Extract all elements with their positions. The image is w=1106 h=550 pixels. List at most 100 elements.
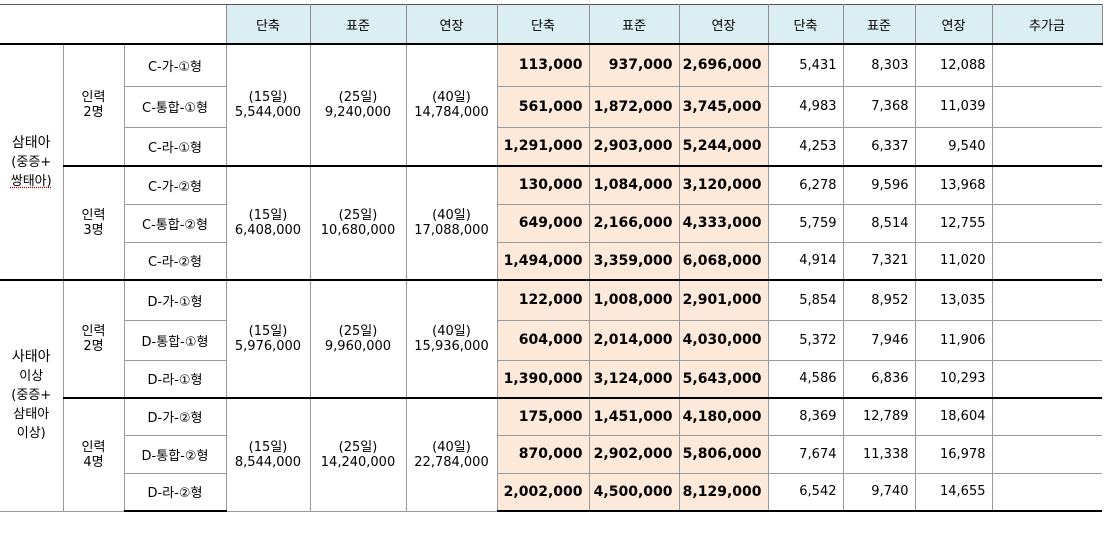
copay-amount: 870,000	[496, 434, 590, 474]
service-type: D-통합-②형	[123, 434, 227, 474]
value-cell: 11,039	[914, 85, 993, 128]
group-label-line: 사태아	[11, 349, 51, 366]
base-fee-days: (25일)	[338, 324, 378, 339]
value-cell: 4,914	[767, 241, 844, 281]
extra-fee-cell	[991, 319, 1102, 361]
service-type: C-가-②형	[123, 165, 227, 205]
base-fee-days: (40일)	[432, 90, 471, 105]
copay-amount: 2,166,000	[588, 203, 680, 243]
extra-fee-cell	[991, 203, 1102, 243]
staff-count-line: 2명	[83, 339, 104, 354]
service-type: C-통합-①형	[123, 85, 227, 128]
value-cell: 4,983	[767, 85, 844, 128]
extra-fee-cell	[991, 397, 1102, 436]
value-cell: 8,952	[842, 279, 916, 321]
base-fee-days: (40일)	[432, 324, 471, 339]
header-amount-standard: 표준	[588, 4, 680, 45]
value-cell: 11,020	[914, 241, 993, 281]
value-cell: 8,369	[767, 397, 844, 436]
copay-amount: 1,291,000	[496, 126, 590, 167]
copay-amount: 1,872,000	[588, 85, 680, 128]
staff-count-line: 4명	[83, 454, 104, 470]
copay-amount: 649,000	[496, 203, 590, 243]
header-row: 단축 표준 연장 단축 표준 연장 단축 표준 연장 추가금	[0, 4, 1103, 45]
base-fee-days: (15일)	[248, 208, 288, 223]
base-fee-days: (25일)	[338, 90, 378, 105]
staff-count-line: 2명	[83, 105, 104, 120]
base-fee-amount: 17,088,000	[414, 223, 489, 238]
extra-fee-cell	[991, 165, 1102, 205]
copay-amount: 1,494,000	[496, 241, 590, 281]
copay-amount: 561,000	[496, 85, 590, 128]
group-label-line: 이상	[19, 369, 44, 385]
copay-amount: 3,124,000	[588, 359, 680, 399]
base-fee: (25일) 9,960,000	[309, 279, 407, 399]
base-fee-amount: 5,976,000	[234, 339, 302, 354]
table-row: 삼태아 (중증+ 쌍태아) 인력 2명 C-가-①형 (15일) 5,544,000 (25일)…	[0, 43, 1102, 281]
header-amount-extended: 연장	[678, 4, 769, 45]
header-base-standard: 표준	[309, 4, 407, 45]
table-row: C-통합-②형 649,000 2,166,000 4,333,000 5,759 8,5…	[0, 203, 1102, 243]
table-row: D-라-②형 2,002,000 4,500,000 8,129,000 6,542 9,…	[0, 472, 1102, 512]
copay-amount: 175,000	[496, 397, 590, 436]
base-fee-amount: 8,544,000	[234, 454, 302, 470]
base-fee-amount: 9,240,000	[324, 105, 392, 120]
extra-fee-cell	[991, 85, 1102, 128]
copay-amount: 3,120,000	[678, 165, 769, 205]
staff-count: 인력 4명	[62, 397, 125, 512]
copay-amount: 2,901,000	[678, 279, 769, 321]
group-label-line: (중증+	[11, 388, 52, 404]
value-cell: 12,755	[914, 203, 993, 243]
value-cell: 7,674	[767, 434, 844, 474]
table-row: C-통합-①형 561,000 1,872,000 3,745,000 4,983 7,3…	[0, 85, 1102, 128]
base-fee-days: (25일)	[338, 439, 378, 455]
copay-amount: 4,180,000	[678, 397, 769, 436]
copay-amount: 113,000	[496, 43, 590, 87]
base-fee-days: (15일)	[248, 324, 288, 339]
copay-amount: 3,745,000	[678, 85, 769, 128]
base-fee: (25일) 14,240,000	[309, 397, 407, 512]
value-cell: 13,035	[914, 279, 993, 321]
header-amount-short: 단축	[496, 4, 590, 45]
base-fee-days: (40일)	[432, 208, 471, 223]
base-fee: (40일) 15,936,000	[405, 279, 498, 399]
base-fee-amount: 9,960,000	[324, 339, 392, 354]
copay-amount: 5,244,000	[678, 126, 769, 167]
value-cell: 9,596	[842, 165, 916, 205]
table-row: D-통합-①형 604,000 2,014,000 4,030,000 5,372 7,9…	[0, 319, 1102, 361]
base-fee: (40일) 22,784,000	[405, 397, 498, 512]
staff-count: 인력 2명	[62, 279, 125, 399]
table-row: 사태아 이상 (중증+ 삼태아 이상) 인력 2명 D-가-①형 (15일) 5,976,000(…	[0, 279, 1102, 512]
service-type: C-라-②형	[123, 241, 227, 281]
table-row: D-라-①형 1,390,000 3,124,000 5,643,000 4,586 6,…	[0, 359, 1102, 399]
group-label-line: 삼태아	[11, 134, 51, 151]
value-cell: 16,978	[914, 434, 993, 474]
service-type: C-가-①형	[123, 43, 227, 87]
group-label-line: 쌍태아)	[10, 173, 52, 189]
base-fee: (25일) 10,680,000	[309, 165, 407, 281]
base-fee-days: (15일)	[248, 439, 288, 455]
header-extra-fee: 추가금	[991, 4, 1103, 45]
copay-amount: 5,643,000	[678, 359, 769, 399]
value-cell: 7,368	[842, 85, 916, 128]
header-base-extended: 연장	[405, 4, 498, 45]
service-type: D-통합-①형	[123, 319, 227, 361]
service-type: D-가-①형	[123, 279, 227, 321]
copay-amount: 604,000	[496, 319, 590, 361]
value-cell: 12,789	[842, 397, 916, 436]
staff-count-line: 인력	[81, 90, 106, 105]
group-label-line: 이상)	[16, 426, 46, 442]
staff-count-line: 인력	[81, 208, 106, 223]
base-fee-amount: 15,936,000	[414, 339, 489, 354]
base-fee-days: (25일)	[338, 208, 378, 223]
extra-fee-cell	[991, 434, 1102, 474]
header-value-short: 단축	[767, 4, 844, 45]
table-row: C-라-②형 1,494,000 3,359,000 6,068,000 4,914 7,…	[0, 241, 1102, 281]
base-fee: (15일) 5,976,000	[225, 279, 311, 399]
header-value-extended: 연장	[914, 4, 993, 45]
value-cell: 14,655	[914, 472, 993, 512]
base-fee-amount: 10,680,000	[320, 223, 396, 238]
base-fee-amount: 22,784,000	[414, 454, 489, 470]
base-fee-amount: 5,544,000	[234, 105, 302, 120]
